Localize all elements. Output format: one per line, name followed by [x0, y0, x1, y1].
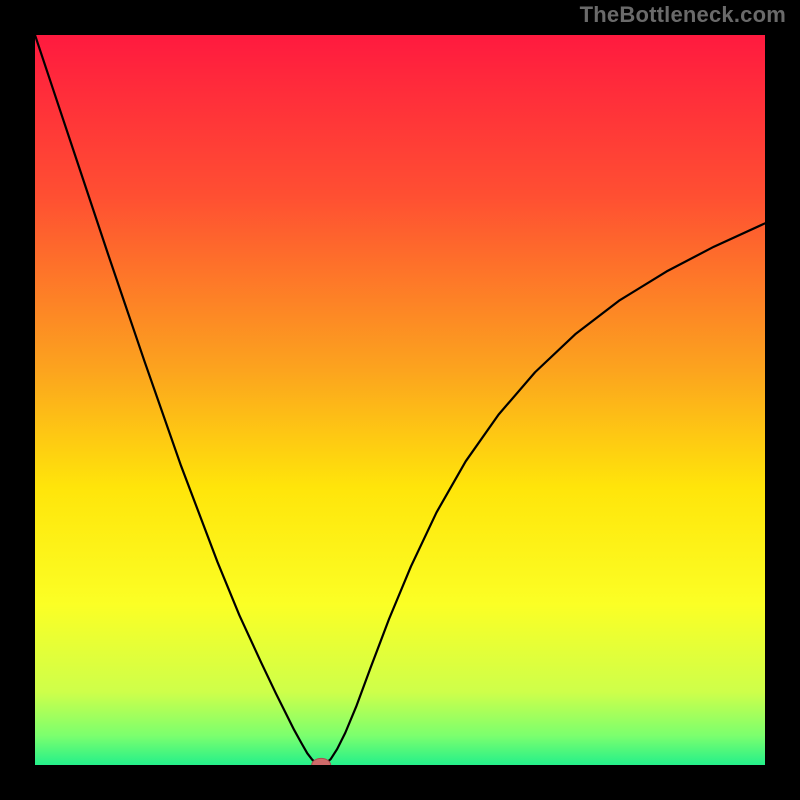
chart-background — [35, 35, 765, 765]
bottleneck-curve-chart — [35, 35, 765, 765]
plot-area — [35, 35, 765, 765]
chart-frame: TheBottleneck.com — [0, 0, 800, 800]
watermark-text: TheBottleneck.com — [580, 2, 786, 28]
